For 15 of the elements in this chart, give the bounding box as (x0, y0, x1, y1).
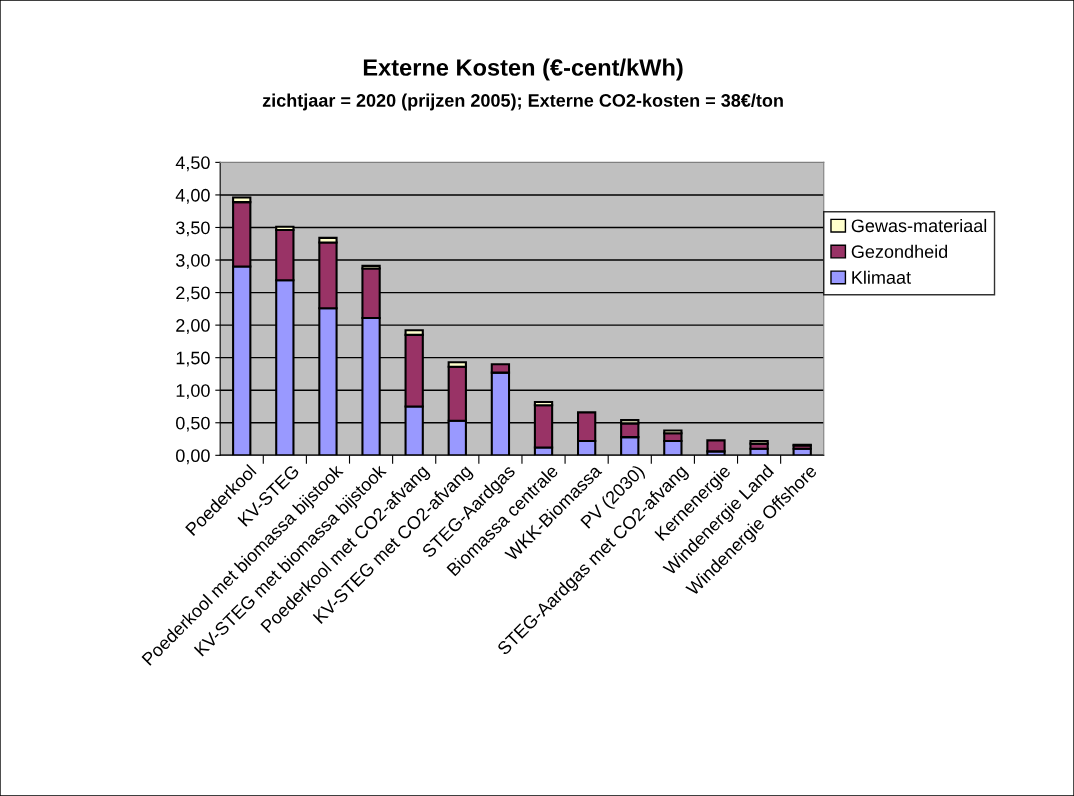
y-tick-label: 3,50 (176, 221, 210, 237)
y-tick-label: 1,50 (176, 351, 210, 367)
y-tick-label: 2,50 (176, 286, 210, 302)
legend-label: Klimaat (852, 270, 911, 284)
y-tick-label: 0,50 (176, 416, 210, 432)
legend-label: Gewas-materiaal (851, 218, 987, 233)
y-tick-label: 0,00 (176, 449, 210, 465)
y-tick-label: 1,00 (176, 384, 210, 400)
chart-title: Externe Kosten (€-cent/kWh) (363, 58, 683, 81)
chart-subtitle: zichtjaar = 2020 (prijzen 2005); Externe CO2-kosten = 38€/ton (262, 93, 783, 111)
y-tick-label: 3,00 (176, 253, 210, 269)
y-tick-label: 2,00 (176, 319, 210, 334)
y-tick-label: 4,50 (175, 156, 210, 172)
legend-label: Gezondheid (851, 244, 948, 259)
y-tick-label: 4,00 (175, 188, 210, 204)
